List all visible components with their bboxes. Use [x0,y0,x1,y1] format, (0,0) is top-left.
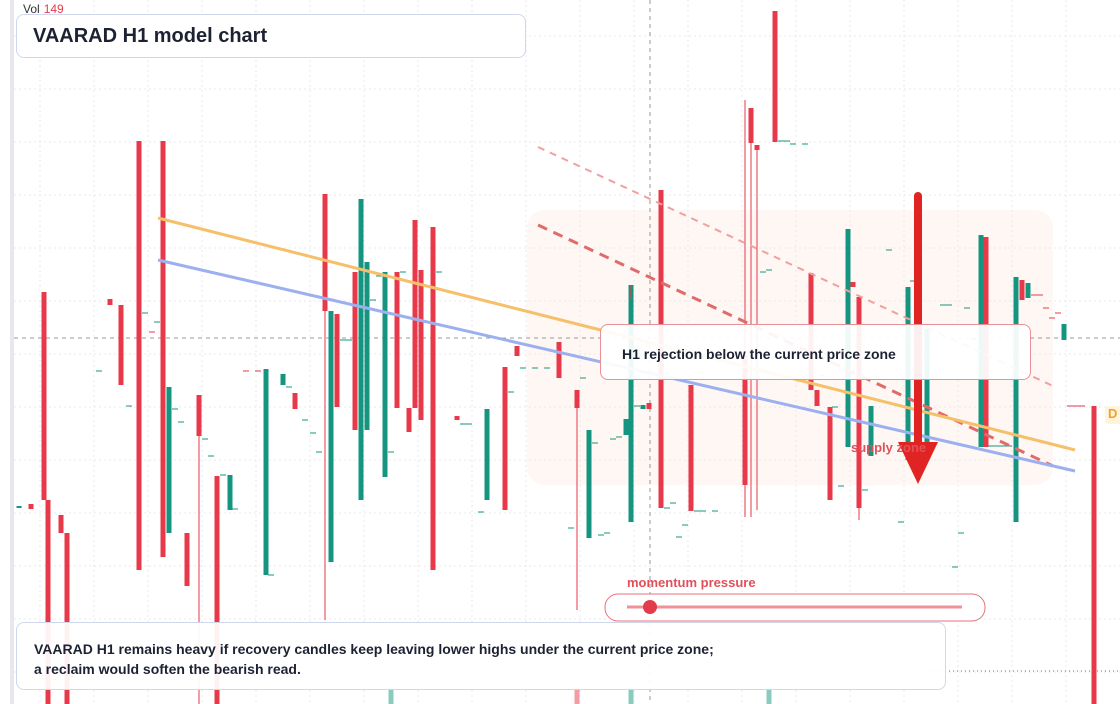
candle [556,342,562,378]
candle [574,390,580,408]
candle [514,346,520,356]
candle [184,533,190,586]
volume-value: 149 [43,2,64,16]
candle [868,406,874,456]
candle [772,11,778,142]
candle [280,374,286,385]
candle [1019,280,1025,300]
candle [394,272,400,408]
volume-label: Vol [23,2,40,16]
candle [322,194,328,311]
candle [364,262,370,430]
summary: VAARAD H1 remains heavy if recovery cand… [16,622,946,690]
candle [430,227,436,570]
candle [107,299,113,305]
candle [418,270,424,420]
candle [646,403,652,409]
candle [41,292,47,500]
candle [263,369,269,575]
candle [334,314,340,407]
candle [1025,283,1031,298]
price-tag: D [1105,406,1120,424]
candle [382,272,388,477]
candle [586,430,592,538]
volume-readout: Vol 149 [23,2,64,16]
candle [850,282,856,287]
candle [214,476,220,704]
candle [623,419,629,435]
candle [358,199,364,500]
candle [748,108,754,143]
candle [640,405,646,409]
candle [924,329,930,458]
candle [856,297,862,508]
candle-stub [766,688,772,704]
candle [814,390,820,406]
candle [412,220,418,408]
candle [227,475,233,510]
candle [406,408,412,432]
candle [754,145,760,150]
candle [58,515,64,533]
candle [1061,324,1067,340]
candle [1091,406,1097,704]
candle [118,305,124,385]
candle [454,416,460,420]
candle-stub [574,688,580,704]
candle [28,504,34,509]
arrow-head [898,442,938,484]
candle [64,533,70,704]
zone-label: supply zone [851,440,927,455]
chart-title: VAARAD H1 model chart [16,14,526,58]
slider-label: momentum pressure [627,575,756,590]
annotation: H1 rejection below the current price zon… [600,324,1031,380]
candle-stub [628,688,634,704]
candle [166,387,172,533]
candle [352,272,358,430]
candle [1013,277,1019,522]
trend-dashed [537,223,1054,468]
candle [328,311,334,562]
candle [688,385,694,511]
candle [827,407,833,500]
slider-knob [643,600,657,614]
candle [160,141,166,557]
candle [16,506,22,508]
candle [136,141,142,570]
candle [292,393,298,409]
candle [628,285,634,522]
candle [502,367,508,510]
candle [45,500,51,704]
candle-stub [388,688,394,704]
left-edge [10,0,14,704]
candle [484,409,490,500]
